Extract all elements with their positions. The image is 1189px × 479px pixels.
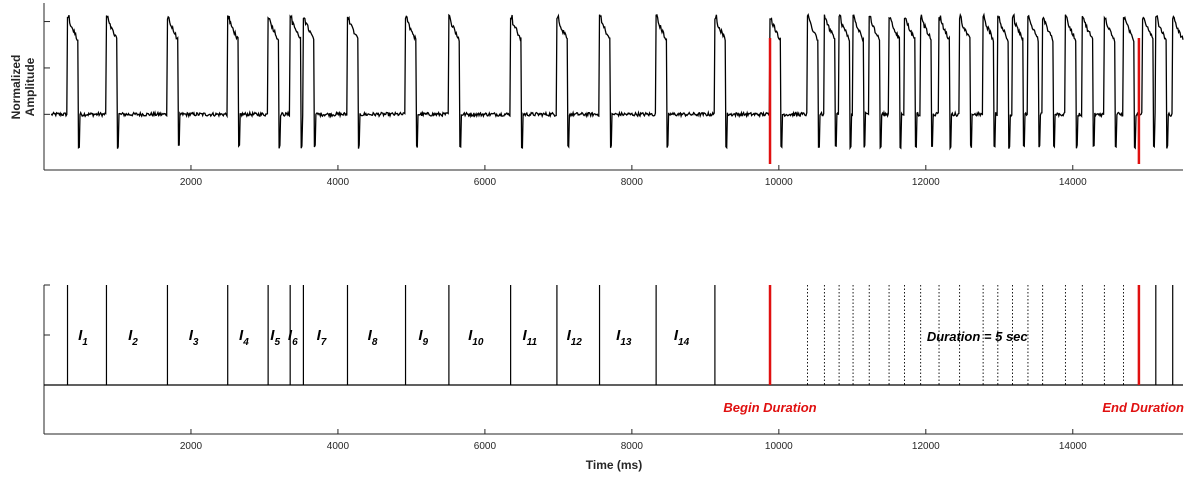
bottom-x-ticks: 2000 4000 6000 8000 10000 12000 14000 (180, 429, 1087, 452)
interval-label-base: I (468, 327, 473, 344)
interval-label-base: I (616, 327, 621, 344)
bottom-x-tick-label: 8000 (621, 441, 644, 452)
interval-label-base: I (567, 327, 572, 344)
event-lines (66, 285, 1174, 385)
interval-label-base: I (78, 327, 83, 344)
top-x-tick-label: 6000 (474, 177, 497, 188)
interval-label: I6 (288, 327, 298, 348)
duration-label: Duration = 5 sec (927, 329, 1029, 344)
interval-label: I3 (189, 327, 199, 348)
interval-label-subscript: 11 (527, 337, 538, 348)
bottom-x-tick-label: 10000 (765, 441, 793, 452)
interval-label-base: I (674, 327, 679, 344)
interval-label-subscript: 3 (193, 337, 199, 348)
interval-label-base: I (522, 327, 527, 344)
interval-label: I5 (270, 327, 280, 348)
top-x-tick-label: 4000 (327, 177, 350, 188)
interval-label-subscript: 1 (82, 337, 88, 348)
top-y-ticks (44, 21, 50, 171)
marker-label: Begin Duration (723, 400, 816, 415)
interval-label-base: I (189, 327, 194, 344)
interval-label-subscript: 2 (131, 337, 138, 348)
interval-label-subscript: 6 (292, 337, 298, 348)
bottom-x-tick-label: 6000 (474, 441, 497, 452)
interval-label: I11 (522, 327, 537, 348)
interval-label: I8 (368, 327, 378, 348)
bottom-y-ticks (44, 284, 50, 336)
interval-label-subscript: 10 (472, 337, 484, 348)
interval-label-subscript: 13 (620, 337, 632, 348)
interval-label: I1 (78, 327, 88, 348)
interval-label-subscript: 14 (678, 337, 690, 348)
bottom-x-axis-title: Time (ms) (586, 458, 642, 472)
bottom-x-tick-label: 4000 (327, 441, 350, 452)
bottom-duration-markers: Begin Duration End Duration (723, 285, 1184, 415)
top-x-tick-label: 10000 (765, 177, 793, 188)
top-x-tick-label: 2000 (180, 177, 203, 188)
interval-label-base: I (418, 327, 423, 344)
interval-label: I14 (674, 327, 690, 348)
ylabel-line-1: Normalized (9, 55, 23, 120)
interval-label: I10 (468, 327, 484, 348)
top-x-tick-label: 14000 (1059, 177, 1087, 188)
bottom-x-tick-label: 14000 (1059, 441, 1087, 452)
interval-label: I7 (317, 327, 327, 348)
bottom-x-tick-label: 2000 (180, 441, 203, 452)
top-signal-panel: 2000 4000 6000 8000 10000 12000 14000 Normaliz… (9, 3, 1184, 188)
interval-label: I13 (616, 327, 632, 348)
top-x-ticks: 2000 4000 6000 8000 10000 12000 14000 (180, 165, 1087, 188)
marker-label: End Duration (1102, 400, 1184, 415)
bottom-event-panel: 2000 4000 6000 8000 10000 12000 14000 I1 I2 I3 I4… (43, 284, 1184, 472)
interval-labels: I1 I2 I3 I4 I5 I6 I7 I8 I9 I10 I11 I12 I13 I14 (78, 327, 689, 348)
interval-label-subscript: 12 (571, 337, 583, 348)
interval-label: I9 (418, 327, 428, 348)
top-x-tick-label: 12000 (912, 177, 940, 188)
interval-label-base: I (239, 327, 244, 344)
interval-label-base: I (128, 327, 133, 344)
top-duration-markers (768, 38, 1141, 164)
top-y-axis-title: NormalizedAmplitude (9, 55, 37, 120)
bottom-x-tick-label: 12000 (912, 441, 940, 452)
interval-label-base: I (288, 327, 293, 344)
interval-label-subscript: 9 (423, 337, 429, 348)
interval-label: I12 (567, 327, 583, 348)
amplitude-trace (50, 12, 1184, 151)
interval-label-base: I (317, 327, 322, 344)
interval-label-base: I (368, 327, 373, 344)
amplitude-trace-line (50, 12, 1184, 151)
interval-label: I2 (128, 327, 138, 348)
interval-label-subscript: 8 (372, 337, 378, 348)
interval-label: I4 (239, 327, 249, 348)
top-x-tick-label: 8000 (621, 177, 644, 188)
ylabel-line-2: Amplitude (23, 57, 37, 116)
interval-label-subscript: 4 (242, 337, 249, 348)
interval-label-subscript: 5 (274, 337, 280, 348)
interval-label-base: I (270, 327, 275, 344)
interval-label-subscript: 7 (321, 337, 327, 348)
